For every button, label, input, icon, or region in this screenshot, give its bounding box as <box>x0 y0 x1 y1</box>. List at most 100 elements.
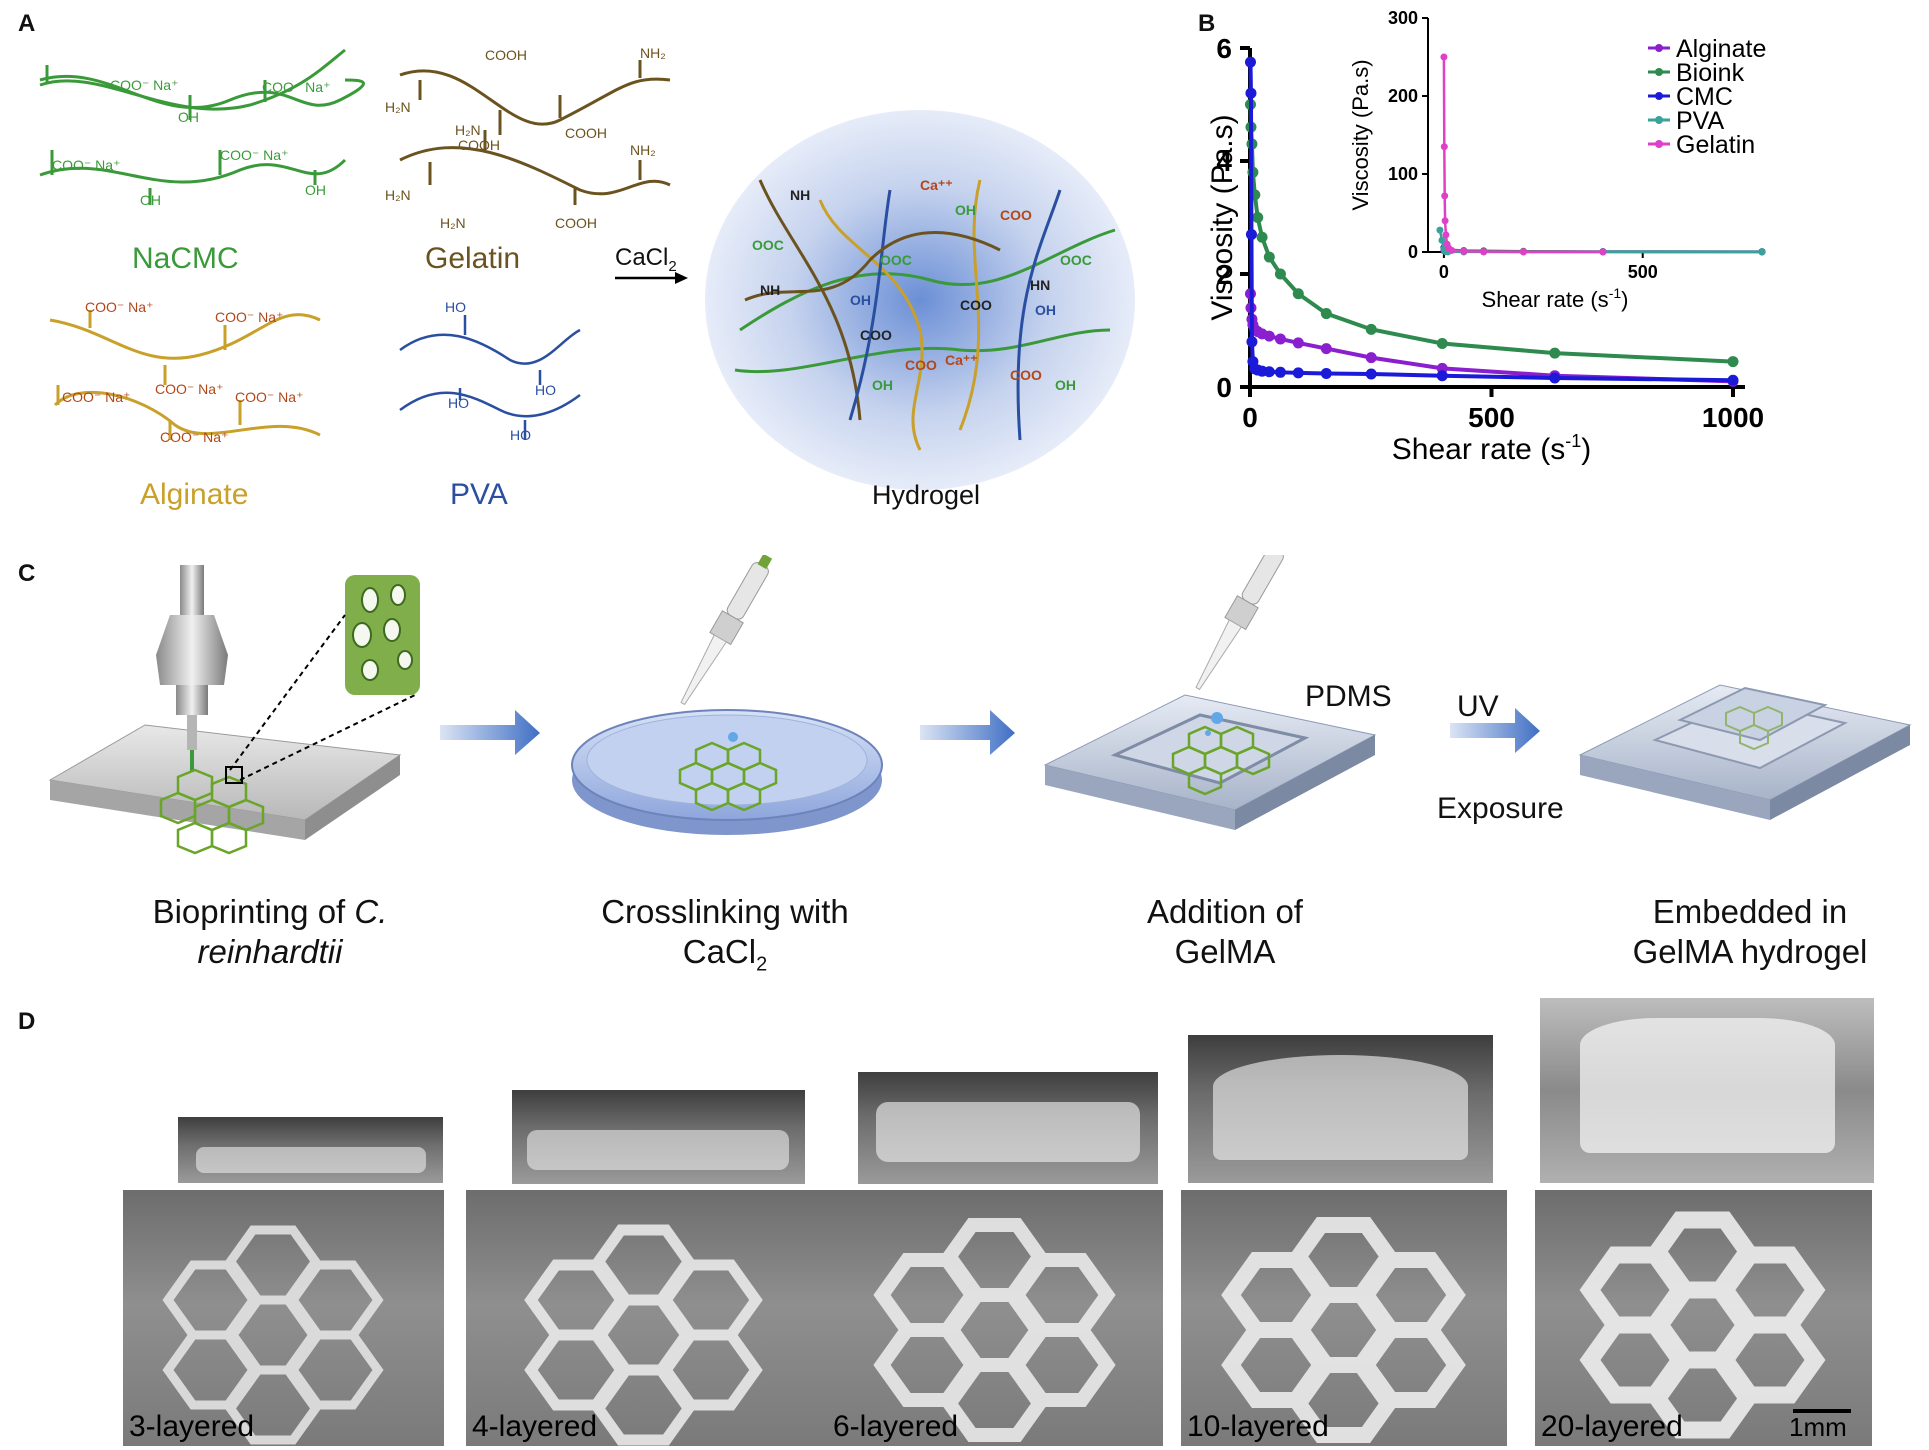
group-label: NH₂ <box>640 45 666 61</box>
hydrogel-label: OH <box>1035 302 1056 318</box>
data-point-cmc <box>1727 374 1739 386</box>
panel-label-b: B <box>1198 10 1216 37</box>
side-view-10-layered <box>1188 1035 1493 1183</box>
y-tick-label: 2 <box>1216 259 1232 290</box>
group-label: OH <box>140 192 161 208</box>
group-label: COO⁻ Na⁺ <box>85 299 153 315</box>
gelatin-structure <box>399 60 671 205</box>
top-view-4-layered: 4-layered <box>466 1190 827 1446</box>
uv-arrow <box>1450 708 1540 753</box>
data-point-alginate <box>1263 330 1275 342</box>
data-point-bioink <box>1320 308 1332 320</box>
inset-series <box>1436 53 1766 256</box>
data-point-cmc <box>1292 367 1304 379</box>
layer-label-10: 10-layered <box>1187 1410 1329 1443</box>
hydrogel-label: OOC <box>1060 252 1092 268</box>
scale-bar <box>1793 1409 1851 1413</box>
data-point-cmc <box>1246 336 1258 348</box>
legend-label-pva: PVA <box>1676 107 1724 135</box>
honeycomb-4-layered <box>524 1224 763 1446</box>
group-label: COOH <box>555 215 597 231</box>
data-point-bioink <box>1365 323 1377 335</box>
step1-line2: reinhardtii <box>197 933 343 970</box>
group-label: COOH <box>458 137 500 153</box>
x-tick-label: 0 <box>1242 402 1258 433</box>
inset-data-point-gelatin <box>1448 246 1456 254</box>
group-label: H₂N <box>385 187 411 203</box>
y-tick-label: 4 <box>1216 146 1232 177</box>
group-label: OH <box>305 182 326 198</box>
data-point-bioink <box>1292 288 1304 300</box>
y-tick-label: 6 <box>1216 33 1232 64</box>
step4-line1: Embedded in <box>1652 893 1848 930</box>
step2-line2: CaCl <box>682 933 757 970</box>
x-axis-title-end: ) <box>1581 433 1591 466</box>
step1-italic: C. <box>354 893 388 930</box>
side-view-3-layered <box>178 1117 443 1183</box>
pipette-1 <box>680 555 773 706</box>
inset-y-tick-label: 200 <box>1388 86 1418 106</box>
hydrogel-label: OOC <box>880 252 912 268</box>
honeycomb-3-layered <box>162 1225 384 1445</box>
series-line-cmc <box>1248 62 1734 383</box>
step3-line2: GelMA <box>1174 933 1276 970</box>
side-view-20-layered <box>1540 998 1874 1183</box>
panel-c-workflow <box>48 555 1912 855</box>
group-label: COO⁻ Na⁺ <box>160 429 228 445</box>
legend-marker-bioink <box>1655 68 1663 76</box>
main-series <box>1244 56 1739 387</box>
y-axis-title: Viscosity (Pa.s) <box>1206 114 1239 320</box>
petri-dish-illustration <box>571 555 883 835</box>
inset-y-axis-title: Viscosity (Pa.s) <box>1348 59 1373 210</box>
alginate-label: Alginate <box>140 478 249 511</box>
inset-data-point-gelatin <box>1599 248 1607 256</box>
cacl2-subscript: 2 <box>668 257 677 275</box>
inset-x-tick-label: 500 <box>1628 262 1658 282</box>
y-tick-label: 0 <box>1216 372 1232 403</box>
alginate-structure <box>49 310 321 440</box>
data-point-cmc <box>1245 87 1257 99</box>
nacmc-label: NaCMC <box>132 242 239 275</box>
legend-label-gelatin: Gelatin <box>1676 131 1755 159</box>
panel-label-c: C <box>18 560 36 587</box>
group-label: HO <box>510 427 531 443</box>
data-point-alginate <box>1320 343 1332 355</box>
step4-line2: GelMA hydrogel <box>1632 933 1868 970</box>
top-view-20-layered: 20-layered 1mm <box>1535 1190 1872 1446</box>
inset-data-point-gelatin <box>1440 143 1448 151</box>
data-point-bioink <box>1252 212 1264 223</box>
step-caption-crosslinking: Crosslinking with CaCl2 <box>555 892 895 985</box>
group-label: COO⁻ Na⁺ <box>220 147 288 163</box>
honeycomb-10-layered <box>1221 1217 1466 1443</box>
data-point-bioink <box>1256 231 1268 243</box>
inset-x-axis-title-end: ) <box>1621 287 1628 312</box>
pva-label: PVA <box>450 478 508 511</box>
pva-structure <box>399 315 581 440</box>
hydrogel-label: COO <box>1010 367 1042 383</box>
group-label: COO⁻ Na⁺ <box>155 381 223 397</box>
group-label: H₂N <box>455 122 481 138</box>
hydrogel-label: HN <box>1030 277 1050 293</box>
x-axis-title-sup: -1 <box>1565 431 1581 451</box>
exposure-label: Exposure <box>1437 792 1564 825</box>
data-point-cmc <box>1274 366 1286 378</box>
group-label: H₂N <box>440 215 466 231</box>
group-label: COOH <box>565 125 607 141</box>
layer-label-3: 3-layered <box>129 1410 255 1443</box>
data-point-bioink <box>1436 337 1448 349</box>
hydrogel-label: NH <box>760 282 780 298</box>
honeycomb-20-layered <box>1579 1211 1826 1439</box>
x-axis-title: Shear rate (s-1) <box>1392 431 1591 466</box>
data-point-cmc <box>1244 56 1256 68</box>
layer-label-6: 6-layered <box>833 1410 959 1443</box>
inset-x-axis-title-sup: -1 <box>1609 285 1622 301</box>
data-point-cmc <box>1245 228 1257 240</box>
top-view-6-layered: 6-layered <box>827 1190 1163 1446</box>
legend-label-cmc: CMC <box>1676 83 1733 111</box>
inset-x-tick-label: 0 <box>1439 262 1449 282</box>
data-point-cmc <box>1263 366 1275 378</box>
hydrogel-label: Ca⁺⁺ <box>945 352 978 368</box>
group-label: COO⁻ Na⁺ <box>235 389 303 405</box>
inset-data-point-pva <box>1438 236 1446 244</box>
